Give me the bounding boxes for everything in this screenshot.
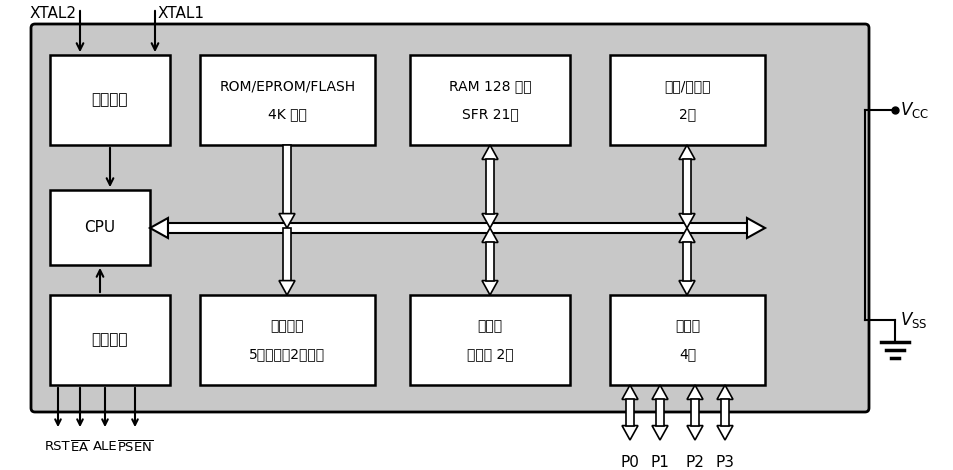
Bar	[485, 159, 494, 213]
Text: SFR 21个: SFR 21个	[461, 107, 517, 121]
Text: RAM 128 字节: RAM 128 字节	[448, 79, 531, 93]
Bar	[656, 400, 663, 426]
FancyBboxPatch shape	[410, 295, 569, 385]
Text: XTAL1: XTAL1	[158, 6, 205, 21]
FancyBboxPatch shape	[50, 55, 170, 145]
Polygon shape	[679, 145, 695, 159]
Text: 4K 字节: 4K 字节	[268, 107, 307, 121]
Polygon shape	[679, 281, 695, 295]
Polygon shape	[679, 213, 695, 228]
Text: $V_{\rm SS}$: $V_{\rm SS}$	[899, 310, 926, 330]
Polygon shape	[686, 385, 702, 399]
Polygon shape	[651, 426, 667, 440]
Polygon shape	[651, 385, 667, 399]
FancyBboxPatch shape	[609, 295, 764, 385]
FancyBboxPatch shape	[50, 295, 170, 385]
Polygon shape	[717, 385, 732, 399]
Text: $\overline{\rm EA}$: $\overline{\rm EA}$	[71, 440, 90, 455]
Text: 4个: 4个	[679, 347, 696, 361]
Polygon shape	[481, 281, 497, 295]
Text: CPU: CPU	[85, 220, 115, 235]
Polygon shape	[717, 426, 732, 440]
FancyBboxPatch shape	[30, 24, 868, 412]
Text: 串行口: 串行口	[476, 319, 502, 333]
Text: XTAL2: XTAL2	[30, 6, 77, 21]
Bar	[720, 400, 728, 426]
Text: ALE: ALE	[92, 440, 117, 453]
Text: 2个: 2个	[679, 107, 696, 121]
FancyBboxPatch shape	[200, 295, 375, 385]
Bar	[168, 223, 746, 233]
Text: $V_{\rm CC}$: $V_{\rm CC}$	[899, 100, 928, 120]
Text: P1: P1	[650, 455, 669, 470]
Bar	[690, 400, 699, 426]
Text: 全双工 2个: 全双工 2个	[466, 347, 513, 361]
FancyBboxPatch shape	[200, 55, 375, 145]
FancyBboxPatch shape	[283, 145, 291, 213]
FancyBboxPatch shape	[283, 228, 291, 281]
Text: 时钟电路: 时钟电路	[91, 93, 128, 108]
FancyBboxPatch shape	[609, 55, 764, 145]
FancyBboxPatch shape	[50, 190, 150, 265]
Polygon shape	[686, 426, 702, 440]
Text: RST: RST	[45, 440, 71, 453]
Text: 定时/计数器: 定时/计数器	[663, 79, 710, 93]
Polygon shape	[278, 213, 294, 228]
Bar	[682, 159, 690, 213]
Text: $\overline{\rm PSEN}$: $\overline{\rm PSEN}$	[116, 440, 153, 455]
Polygon shape	[481, 145, 497, 159]
Text: P2: P2	[685, 455, 703, 470]
Text: 总线控制: 总线控制	[91, 332, 128, 347]
Text: 5中断源、2优先级: 5中断源、2优先级	[249, 347, 325, 361]
Polygon shape	[278, 281, 294, 295]
Polygon shape	[746, 218, 764, 238]
Text: 并行口: 并行口	[674, 319, 700, 333]
Text: P3: P3	[715, 455, 734, 470]
Bar	[682, 243, 690, 281]
FancyBboxPatch shape	[410, 55, 569, 145]
Polygon shape	[621, 385, 638, 399]
Text: ROM/EPROM/FLASH: ROM/EPROM/FLASH	[219, 79, 355, 93]
Bar	[485, 243, 494, 281]
Polygon shape	[481, 213, 497, 228]
Bar	[625, 400, 634, 426]
Polygon shape	[679, 228, 695, 243]
Polygon shape	[481, 228, 497, 243]
Polygon shape	[150, 218, 168, 238]
Polygon shape	[621, 426, 638, 440]
Text: P0: P0	[619, 455, 639, 470]
Text: 中断系统: 中断系统	[271, 319, 304, 333]
